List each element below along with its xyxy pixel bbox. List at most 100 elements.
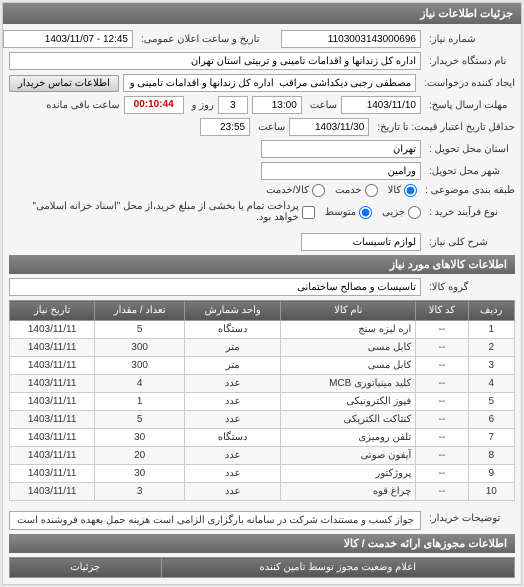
category-label: طبقه بندی موضوعی :: [421, 185, 515, 196]
table-row[interactable]: 3--کابل مسیمتر3001403/11/11: [10, 357, 515, 375]
proc-small-radio[interactable]: جزیی: [382, 206, 421, 219]
table-cell: 30: [95, 429, 185, 447]
table-cell: پروژکتور: [281, 465, 416, 483]
price-validity-time-input[interactable]: [200, 118, 250, 136]
delivery-province-label: استان محل تحویل :: [425, 144, 515, 155]
table-cell: --: [416, 447, 468, 465]
group-input[interactable]: [9, 278, 421, 296]
deadline-time-input[interactable]: [252, 96, 302, 114]
cat-goods-service-radio[interactable]: کالا/خدمت: [266, 184, 325, 197]
table-cell: 5: [95, 411, 185, 429]
proc-medium-radio[interactable]: متوسط: [325, 206, 372, 219]
contact-buyer-button[interactable]: اطلاعات تماس خریدار: [9, 75, 119, 92]
permits-table: اعلام وضعیت مجوز توسط تامین کننده جزئیات: [9, 557, 515, 578]
table-cell: 10: [468, 483, 514, 501]
table-cell: 1403/11/11: [10, 429, 95, 447]
table-cell: --: [416, 357, 468, 375]
buyer-org-label: نام دستگاه خریدار:: [425, 56, 515, 67]
table-cell: 300: [95, 339, 185, 357]
table-row[interactable]: 5--فیوز الکترونیکیعدد11403/11/11: [10, 393, 515, 411]
proc-note-label: پرداخت تمام یا بخشی از مبلغ خرید،از محل …: [9, 201, 299, 223]
table-cell: اره لیزه سنج: [281, 321, 416, 339]
table-cell: 7: [468, 429, 514, 447]
cat-service-radio[interactable]: خدمت: [335, 184, 378, 197]
form-area: شماره نیاز: تاریخ و ساعت اعلان عمومی: نا…: [3, 24, 521, 584]
th-name: نام کالا: [281, 301, 416, 321]
proc-note-check[interactable]: پرداخت تمام یا بخشی از مبلغ خرید،از محل …: [9, 201, 315, 223]
public-datetime-label: تاریخ و ساعت اعلان عمومی:: [137, 34, 277, 45]
table-cell: کابل مسی: [281, 357, 416, 375]
proc-small-input[interactable]: [408, 206, 421, 219]
table-cell: --: [416, 393, 468, 411]
table-row[interactable]: 10--چراغ قوهعدد31403/11/11: [10, 483, 515, 501]
days-label: روز و: [188, 100, 214, 111]
table-row[interactable]: 2--کابل مسیمتر3001403/11/11: [10, 339, 515, 357]
creator-label: ایجاد کننده درخواست:: [420, 78, 515, 89]
need-number-input[interactable]: [281, 30, 421, 48]
price-validity-date-input[interactable]: [289, 118, 369, 136]
table-row[interactable]: 8--آیفون صوتیعدد201403/11/11: [10, 447, 515, 465]
table-cell: 1403/11/11: [10, 483, 95, 501]
proc-small-label: جزیی: [382, 207, 405, 218]
table-cell: 1403/11/11: [10, 339, 95, 357]
cat-goods-radio[interactable]: کالا: [388, 184, 418, 197]
table-cell: 3: [95, 483, 185, 501]
need-desc-label: شرح کلی نیاز:: [425, 237, 515, 248]
table-cell: عدد: [185, 447, 281, 465]
table-row[interactable]: 7--تلفن رومیزیدستگاه301403/11/11: [10, 429, 515, 447]
delivery-city-label: شهر محل تحویل:: [425, 166, 515, 177]
cat-service-input[interactable]: [365, 184, 378, 197]
cat-goods-service-input[interactable]: [312, 184, 325, 197]
days-count-input[interactable]: [218, 96, 248, 114]
table-cell: 1403/11/11: [10, 375, 95, 393]
table-cell: --: [416, 375, 468, 393]
need-desc-input[interactable]: [301, 233, 421, 251]
table-cell: 3: [468, 357, 514, 375]
table-cell: 30: [95, 465, 185, 483]
table-cell: 5: [95, 321, 185, 339]
buyer-notes-label: توضیحات خریدار:: [425, 513, 515, 524]
deadline-label: مهلت ارسال پاسخ:: [425, 100, 515, 111]
table-cell: 1: [95, 393, 185, 411]
table-cell: 6: [468, 411, 514, 429]
table-cell: عدد: [185, 411, 281, 429]
table-cell: کابل مسی: [281, 339, 416, 357]
table-row[interactable]: 1--اره لیزه سنجدستگاه51403/11/11: [10, 321, 515, 339]
table-row[interactable]: 4--کلید مینیاتوری MCBعدد41403/11/11: [10, 375, 515, 393]
th-details: جزئیات: [10, 558, 162, 578]
need-number-label: شماره نیاز:: [425, 34, 515, 45]
table-cell: --: [416, 339, 468, 357]
table-cell: عدد: [185, 483, 281, 501]
delivery-city-input[interactable]: [261, 162, 421, 180]
th-code: کد کالا: [416, 301, 468, 321]
time-remaining: 00:10:44: [124, 96, 184, 114]
proc-medium-input[interactable]: [359, 206, 372, 219]
table-row[interactable]: 9--پروژکتورعدد301403/11/11: [10, 465, 515, 483]
table-row[interactable]: 6--کنتاکت الکتریکیعدد51403/11/11: [10, 411, 515, 429]
table-cell: 1403/11/11: [10, 447, 95, 465]
th-date: تاریخ نیاز: [10, 301, 95, 321]
process-label: نوع فرآیند خرید :: [425, 207, 515, 218]
table-cell: 2: [468, 339, 514, 357]
cat-goods-input[interactable]: [404, 184, 417, 197]
buyer-org-input[interactable]: [9, 52, 421, 70]
delivery-province-input[interactable]: [261, 140, 421, 158]
table-cell: 1403/11/11: [10, 465, 95, 483]
table-cell: 9: [468, 465, 514, 483]
table-cell: 300: [95, 357, 185, 375]
hour-label-2: ساعت: [254, 122, 285, 133]
table-cell: --: [416, 483, 468, 501]
table-cell: تلفن رومیزی: [281, 429, 416, 447]
public-datetime-input[interactable]: [3, 30, 133, 48]
table-cell: --: [416, 465, 468, 483]
table-cell: عدد: [185, 375, 281, 393]
creator-input[interactable]: [123, 74, 416, 92]
table-cell: فیوز الکترونیکی: [281, 393, 416, 411]
table-cell: چراغ قوه: [281, 483, 416, 501]
items-table: ردیف کد کالا نام کالا واحد شمارش تعداد /…: [9, 300, 515, 501]
proc-note-input[interactable]: [302, 206, 315, 219]
table-cell: --: [416, 411, 468, 429]
cat-goods-label: کالا: [388, 185, 402, 196]
table-cell: 5: [468, 393, 514, 411]
deadline-date-input[interactable]: [341, 96, 421, 114]
